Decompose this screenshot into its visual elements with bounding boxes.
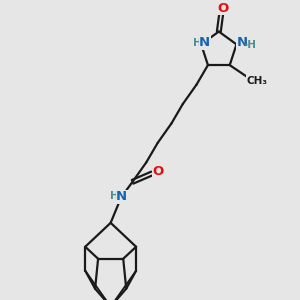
Text: H: H (110, 191, 119, 201)
Text: N: N (116, 190, 127, 203)
Text: O: O (217, 2, 228, 15)
Text: O: O (152, 166, 164, 178)
Text: -H: -H (243, 40, 256, 50)
Text: N: N (236, 36, 247, 49)
Text: N: N (199, 36, 210, 49)
Text: H: H (193, 38, 202, 48)
Text: CH₃: CH₃ (246, 76, 267, 86)
